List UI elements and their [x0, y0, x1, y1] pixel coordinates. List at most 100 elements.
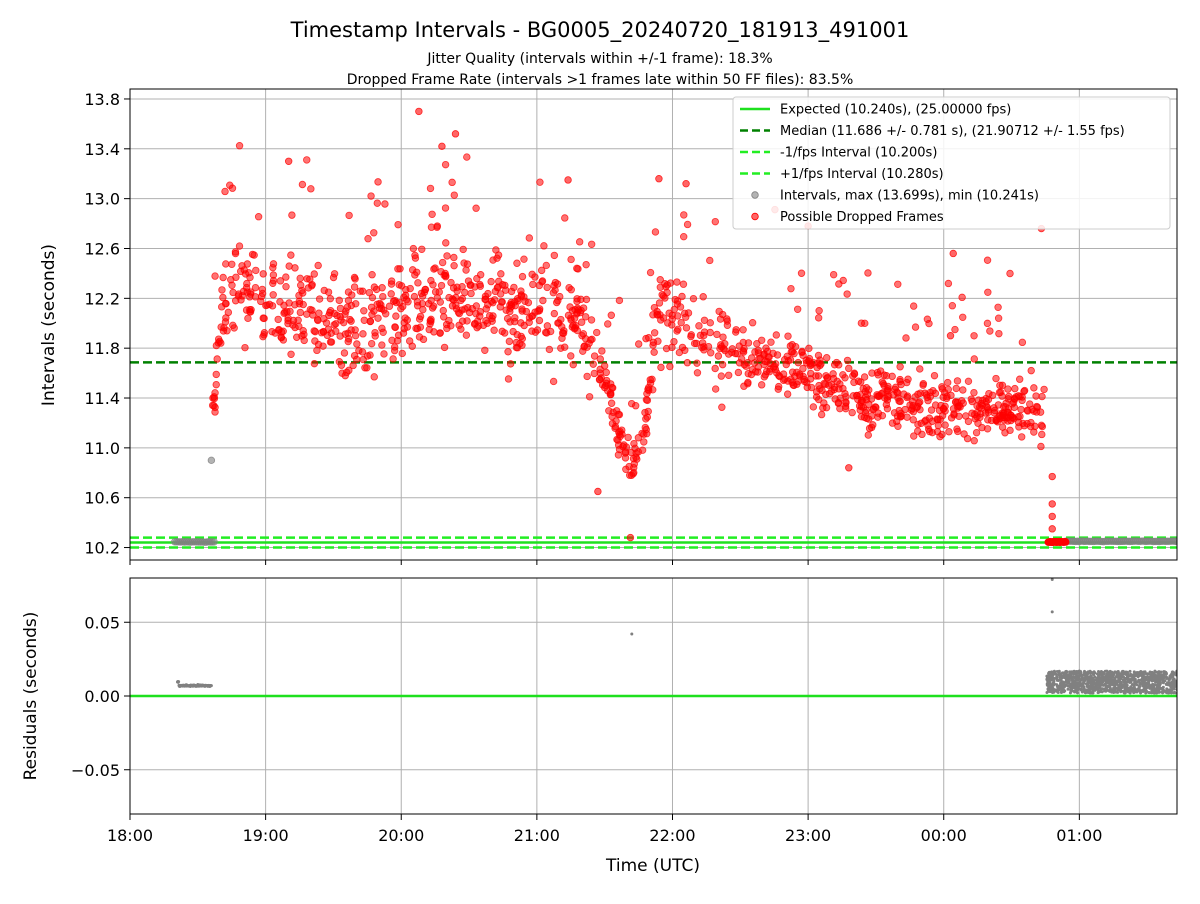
dropped-frame-point: [507, 287, 516, 296]
dropped-frame-point: [303, 156, 311, 164]
residual-point: [1132, 683, 1136, 687]
dropped-frame-point: [1048, 512, 1056, 521]
dropped-frame-point: [373, 199, 381, 207]
dropped-frame-point: [949, 249, 957, 258]
residual-point: [1063, 683, 1067, 687]
dropped-frame-point: [353, 355, 361, 364]
residual-point: [630, 632, 634, 636]
dropped-frame-point: [1011, 384, 1019, 393]
dropped-frame-point: [871, 403, 879, 411]
dropped-frame-point: [575, 238, 584, 246]
dropped-frame-point: [438, 258, 447, 267]
residual-point: [1110, 671, 1114, 675]
dropped-frame-point: [987, 416, 996, 425]
dropped-frame-point: [304, 284, 313, 292]
dropped-frame-point: [542, 261, 550, 270]
interval-point: [207, 456, 216, 465]
dropped-frame-point: [394, 220, 402, 229]
dropped-frame-point: [967, 395, 976, 403]
dropped-frame-point: [310, 270, 318, 278]
dropped-frame-point: [440, 271, 448, 279]
residual-point: [1154, 687, 1158, 691]
residual-point: [1100, 672, 1104, 676]
residual-point: [1153, 683, 1157, 687]
dropped-frame-point: [269, 260, 278, 268]
dropped-frame-point: [370, 373, 378, 381]
dropped-frame-point: [366, 317, 375, 325]
dropped-frame-point: [385, 302, 394, 310]
dropped-frame-point: [518, 272, 527, 281]
dropped-frame-point: [415, 333, 424, 341]
dropped-frame-point: [817, 410, 826, 419]
residual-point: [1141, 684, 1145, 688]
dropped-frame-point: [220, 324, 228, 332]
dropped-frame-point: [843, 356, 852, 365]
dropped-frame-point: [833, 377, 841, 386]
dropped-frame-point: [796, 372, 804, 380]
dropped-frame-point: [350, 283, 359, 291]
dropped-frame-point: [711, 364, 719, 373]
dropped-frame-point: [604, 320, 612, 328]
residual-point: [1063, 680, 1067, 684]
dropped-frame-point: [581, 313, 590, 321]
residuals-y-axis-label: Residuals (seconds): [21, 612, 41, 781]
dropped-frame-point: [347, 301, 356, 310]
residual-point: [1080, 682, 1084, 686]
residual-point: [1080, 674, 1084, 678]
residual-point: [1056, 690, 1060, 694]
intervals-y-tick-label: 12.6: [84, 239, 120, 258]
dropped-frame-point: [680, 211, 688, 219]
residual-point: [1132, 670, 1136, 674]
residual-point: [1121, 689, 1125, 693]
dropped-frame-point: [324, 325, 333, 333]
dropped-frame-point: [439, 306, 447, 315]
dropped-frame-point: [906, 401, 914, 409]
dropped-frame-point: [865, 424, 874, 433]
residual-point: [1129, 680, 1133, 684]
dropped-frame-point: [958, 293, 966, 302]
dropped-frame-point: [929, 387, 937, 395]
dropped-frame-point: [549, 289, 558, 297]
residual-point: [1144, 689, 1148, 693]
dropped-frame-point: [459, 245, 467, 254]
dropped-frame-point: [288, 211, 296, 219]
dropped-frame-point: [809, 403, 818, 411]
dropped-frame-point: [683, 359, 692, 367]
intervals-y-tick-label: 13.4: [84, 140, 120, 159]
dropped-frame-point: [883, 393, 892, 401]
dropped-frame-point: [718, 403, 726, 411]
dropped-frame-point: [700, 343, 708, 351]
residual-point: [1102, 676, 1106, 680]
dropped-frame-point: [472, 204, 480, 212]
residual-point: [1118, 688, 1122, 692]
dropped-frame-point: [406, 284, 414, 293]
dropped-frame-point: [635, 340, 643, 348]
dropped-frame-point: [360, 316, 368, 324]
residual-point: [1125, 683, 1129, 687]
dropped-frame-point: [975, 403, 984, 411]
dropped-frame-point: [815, 395, 823, 404]
dropped-frame-point: [643, 389, 651, 398]
dropped-frame-point: [784, 332, 792, 340]
dropped-frame-point: [1005, 392, 1013, 401]
dropped-frame-point: [368, 271, 376, 279]
residual-point: [1064, 670, 1068, 674]
dropped-frame-point: [634, 434, 643, 442]
residual-point: [1116, 686, 1120, 690]
dropped-frame-point: [320, 315, 328, 323]
dropped-frame-point: [438, 142, 446, 151]
dropped-frame-point: [276, 298, 284, 306]
dropped-frame-point: [298, 180, 307, 189]
dropped-frame-point: [994, 314, 1003, 322]
dropped-frame-point: [520, 321, 528, 330]
dropped-frame-point: [450, 261, 458, 270]
dropped-frame-point: [650, 329, 659, 337]
dropped-frame-point: [754, 368, 762, 376]
dropped-frame-point: [827, 387, 836, 396]
dropped-frame-point: [611, 422, 620, 431]
dropped-frame-point: [783, 390, 792, 398]
residual-point: [1113, 670, 1117, 674]
dropped-frame-point: [461, 305, 469, 313]
dropped-frame-point: [1001, 429, 1009, 437]
interval-point: [210, 538, 218, 546]
